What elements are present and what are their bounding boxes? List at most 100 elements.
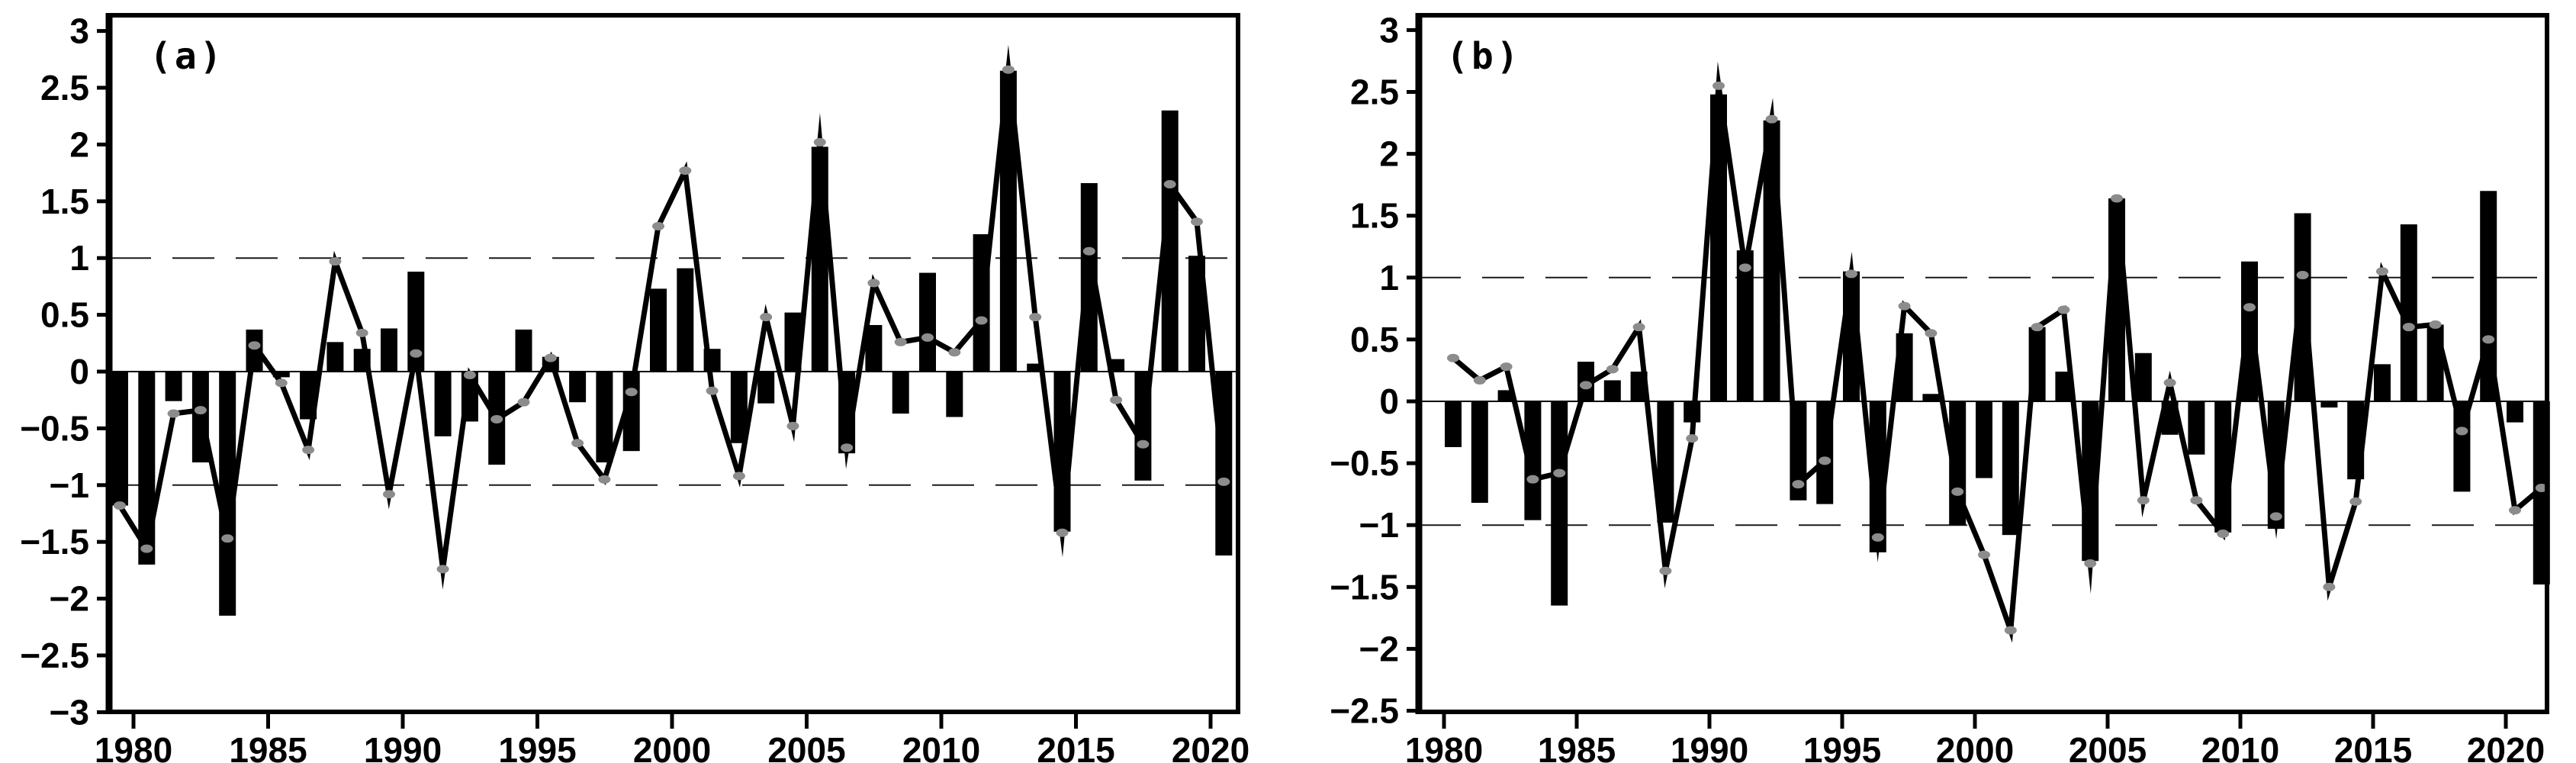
line-marker [1713, 81, 1725, 90]
line-marker [948, 348, 961, 357]
line-marker [1447, 353, 1459, 362]
bar [757, 372, 775, 404]
line-marker [760, 313, 773, 322]
line-marker [1110, 395, 1123, 404]
x-axis-tick-label: 2000 [633, 730, 711, 763]
bar [434, 372, 452, 436]
x-axis: 1980 1985 1990 1995 2000 2005 2010 2015 2020 [95, 712, 1249, 763]
x-axis: 1980 1985 1990 1995 2000 2005 2010 2015 2020 [1405, 712, 2545, 763]
line-marker [1606, 365, 1619, 374]
x-axis-tick-label: 2000 [1936, 730, 2014, 763]
line-marker [2402, 323, 2415, 332]
x-axis-tick-label: 2020 [1172, 730, 1249, 763]
line-marker [383, 490, 395, 499]
bar [1027, 363, 1044, 372]
x-axis-tick-label: 2015 [2334, 730, 2412, 763]
y-axis-tick-label: 0 [69, 352, 89, 391]
x-axis-tick-label: 1980 [95, 730, 172, 763]
line-marker [1978, 550, 1990, 559]
bar [1471, 401, 1488, 504]
y-axis-tick-label: −0.5 [1330, 443, 1399, 483]
line-marker [1871, 533, 1884, 542]
bar [2426, 324, 2444, 401]
bar-series [111, 70, 1233, 616]
bar [1445, 401, 1462, 448]
line-marker [2429, 320, 2442, 329]
line-marker [2031, 323, 2044, 332]
y-axis-tick-label: 2 [69, 124, 89, 164]
line-marker [114, 501, 126, 510]
line-marker [921, 333, 934, 342]
line-marker [490, 414, 503, 423]
bar [407, 272, 425, 372]
y-axis-tick-label: 0.5 [40, 295, 89, 335]
line-marker [1056, 528, 1069, 537]
line-marker [1217, 477, 1230, 486]
series-line [117, 44, 1227, 590]
bar-series [1445, 94, 2550, 606]
line-marker [1951, 487, 1964, 496]
line-marker [598, 475, 611, 484]
y-axis-tick-label: −2 [1359, 629, 1399, 668]
bar [165, 372, 182, 401]
x-axis-tick-label: 1995 [498, 730, 576, 763]
x-axis-tick-label: 1995 [1803, 730, 1881, 763]
line-marker [194, 406, 207, 415]
line-marker [302, 446, 315, 455]
line-marker [894, 337, 907, 346]
line-marker [975, 316, 988, 325]
bar [1922, 394, 1940, 401]
line-marker [2269, 512, 2282, 521]
bar [272, 372, 290, 378]
bar [919, 272, 936, 372]
line-marker [355, 328, 368, 337]
bar [596, 372, 613, 463]
bar [650, 288, 667, 372]
line-marker [544, 353, 557, 362]
y-axis-tick-label: 1.5 [1350, 196, 1399, 236]
y-axis-tick-label: 0.5 [1350, 320, 1399, 359]
line-marker [1792, 480, 1805, 489]
line-marker [2057, 305, 2070, 314]
y-axis-tick-label: 3 [1379, 10, 1399, 50]
line-marker [1002, 65, 1015, 74]
bar [1976, 401, 1992, 478]
y-axis-tick-label: −0.5 [20, 408, 89, 448]
y-axis: 3 2.5 2 1.5 1 0.5 0 −0.5 −1 −1.5 −2 −2.5 [1330, 10, 1419, 731]
bar [111, 372, 128, 506]
line-marker [706, 386, 719, 395]
bar [2134, 353, 2152, 401]
y-axis-tick-label: 3 [69, 11, 89, 51]
line-markers [1447, 81, 2548, 635]
x-axis-tick-label: 1990 [1671, 730, 1748, 763]
y-axis-tick-label: −3 [50, 692, 89, 732]
x-axis-tick-label: 1985 [1538, 730, 1616, 763]
bar [1657, 401, 1674, 523]
y-axis-tick-label: −1 [1359, 505, 1399, 545]
bar [892, 372, 909, 414]
bar [2374, 364, 2391, 401]
y-axis-tick-label: 1.5 [40, 182, 89, 221]
y-axis-tick-label: −2 [50, 579, 89, 619]
line-marker [248, 341, 261, 350]
y-axis-tick-label: −1 [50, 465, 89, 505]
x-axis-tick-label: 2010 [2201, 730, 2279, 763]
x-axis-tick-label: 1985 [229, 730, 307, 763]
line-marker [625, 388, 638, 397]
y-axis-tick-label: −1.5 [1330, 567, 1399, 607]
line-marker [1500, 362, 1513, 372]
line-marker [2376, 267, 2388, 276]
line-marker [732, 472, 745, 481]
line-marker [1738, 263, 1751, 272]
line-marker [436, 565, 449, 574]
bar [730, 372, 748, 443]
x-axis-tick-label: 1990 [364, 730, 442, 763]
line-marker [1082, 246, 1095, 256]
bar [1551, 401, 1568, 606]
x-axis-tick-label: 2015 [1037, 730, 1114, 763]
line-marker [275, 378, 288, 388]
bar [326, 342, 344, 372]
line-marker [1925, 329, 1938, 338]
y-axis-tick-label: 2.5 [40, 68, 89, 108]
